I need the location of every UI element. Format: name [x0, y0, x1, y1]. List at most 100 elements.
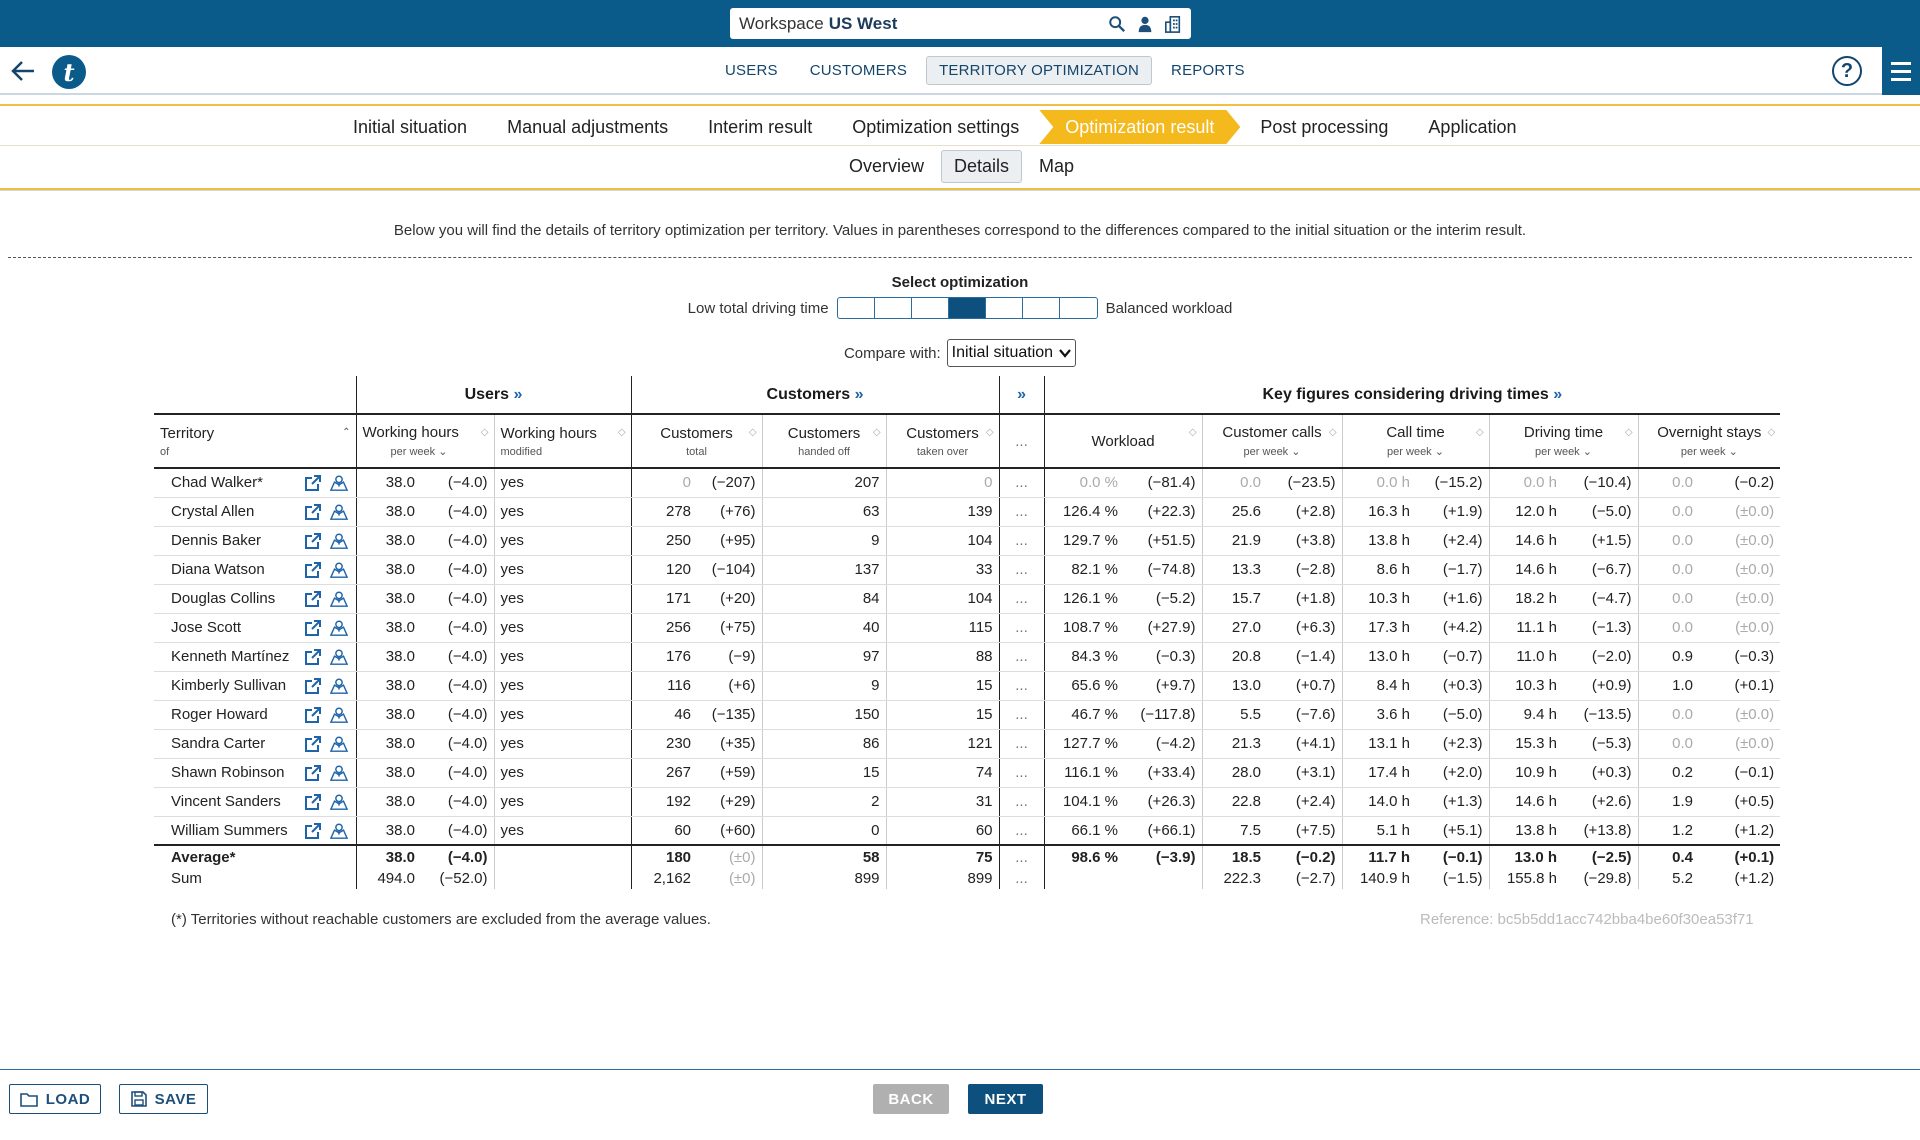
col-customers-taken-over[interactable]: Customers taken over ◇ [885, 414, 1000, 469]
step-interim-result[interactable]: Interim result [708, 117, 813, 137]
subtab-map[interactable]: Map [1039, 156, 1075, 176]
external-link-icon[interactable] [304, 822, 322, 840]
sort-icon[interactable]: ◇ [1188, 427, 1197, 438]
next-button[interactable]: NEXT [968, 1084, 1043, 1114]
sort-icon[interactable]: ◇ [1624, 427, 1633, 438]
map-icon[interactable] [329, 677, 348, 695]
col-territory[interactable]: Territory of ⌃ [154, 414, 356, 469]
slider-segment[interactable] [948, 298, 986, 318]
external-link-icon[interactable] [304, 793, 322, 811]
expand-chevron-icon[interactable]: » [1553, 385, 1563, 403]
nav-tab-users[interactable]: USERS [725, 62, 778, 79]
external-link-icon[interactable] [304, 648, 322, 666]
cell-ch: 63 [761, 497, 887, 527]
expand-chevron-icon[interactable]: » [854, 385, 864, 403]
step-post-processing[interactable]: Post processing [1260, 117, 1389, 137]
expand-chevron-icon[interactable]: » [513, 385, 523, 403]
nav-tab-customers[interactable]: CUSTOMERS [809, 62, 908, 79]
app-logo[interactable]: t [52, 55, 86, 89]
step-optimization-settings[interactable]: Optimization settings [852, 117, 1020, 137]
table-row: Kimberly Sullivan 38.0 (−4.0) yes 116 (+6) 9 15… [154, 671, 1781, 701]
optimization-slider[interactable] [836, 297, 1098, 319]
slider-segment[interactable] [986, 298, 1023, 318]
col-driving-time[interactable]: Driving time per week ⌄ ◇ [1488, 414, 1639, 469]
step-initial-situation[interactable]: Initial situation [353, 117, 468, 137]
save-button[interactable]: SAVE [119, 1084, 208, 1114]
col-customers-total[interactable]: Customers total ◇ [630, 414, 763, 469]
subtab-overview[interactable]: Overview [849, 156, 925, 176]
cell-cl: 16.3 h [1341, 497, 1417, 527]
back-arrow-icon[interactable] [10, 59, 36, 83]
external-link-icon[interactable] [304, 590, 322, 608]
group-users[interactable]: Users » [355, 376, 632, 415]
sort-icon[interactable]: ◇ [1328, 427, 1337, 438]
map-icon[interactable] [329, 706, 348, 724]
group-expand[interactable]: » [998, 376, 1045, 415]
map-icon[interactable] [329, 822, 348, 840]
col-customer-calls[interactable]: Customer calls per week ⌄ ◇ [1201, 414, 1343, 469]
step-manual-adjustments[interactable]: Manual adjustments [507, 117, 669, 137]
col-workload[interactable]: Workload ◇ [1043, 414, 1203, 469]
step-application[interactable]: Application [1428, 117, 1517, 137]
cell-co: 104 [885, 526, 1000, 556]
user-icon[interactable] [1136, 15, 1154, 33]
sort-icon[interactable]: ◇ [1767, 427, 1776, 438]
workspace-selector[interactable]: Workspace US West [730, 8, 1191, 39]
cell-dr: 10.9 h [1488, 758, 1564, 788]
col-overnight-stays[interactable]: Overnight stays per week ⌄ ◇ [1637, 414, 1781, 469]
sum-label: Sum [171, 869, 202, 887]
col-working-hours[interactable]: Working hours per week ⌄ ◇ [355, 414, 494, 469]
external-link-icon[interactable] [304, 503, 322, 521]
map-icon[interactable] [329, 503, 348, 521]
subtab-details[interactable]: Details [941, 150, 1023, 183]
map-icon[interactable] [329, 561, 348, 579]
cell-wl: 84.3 % [1043, 642, 1125, 672]
sort-icon[interactable]: ◇ [748, 427, 757, 438]
group-key-figures[interactable]: Key figures considering driving times » [1043, 376, 1781, 415]
group-customers[interactable]: Customers » [630, 376, 1000, 415]
nav-tab-territory-optimization[interactable]: TERRITORY OPTIMIZATION [926, 56, 1153, 85]
slider-segment[interactable] [1023, 298, 1060, 318]
external-link-icon[interactable] [304, 735, 322, 753]
sort-icon[interactable]: ◇ [480, 427, 489, 438]
external-link-icon[interactable] [304, 532, 322, 550]
back-button[interactable]: BACK [873, 1084, 949, 1114]
external-link-icon[interactable] [304, 677, 322, 695]
expand-chevron-icon[interactable]: » [1017, 385, 1026, 403]
map-icon[interactable] [329, 532, 348, 550]
map-icon[interactable] [329, 619, 348, 637]
sort-icon[interactable]: ◇ [617, 427, 626, 438]
sort-icon[interactable]: ◇ [872, 427, 881, 438]
slider-segment[interactable] [912, 298, 949, 318]
map-icon[interactable] [329, 793, 348, 811]
map-icon[interactable] [329, 474, 348, 492]
external-link-icon[interactable] [304, 706, 322, 724]
nav-tab-reports[interactable]: REPORTS [1171, 62, 1245, 79]
sort-icon[interactable]: ◇ [1475, 427, 1484, 438]
col-call-time[interactable]: Call time per week ⌄ ◇ [1341, 414, 1490, 469]
search-icon[interactable] [1108, 15, 1126, 33]
hamburger-menu-icon[interactable] [1882, 47, 1920, 95]
col-customers-handed-off[interactable]: Customers handed off ◇ [761, 414, 887, 469]
slider-segment[interactable] [875, 298, 912, 318]
map-icon[interactable] [329, 648, 348, 666]
col-working-hours-modified[interactable]: Working hours modified ◇ [493, 414, 632, 469]
slider-segment[interactable] [838, 298, 875, 318]
help-icon[interactable]: ? [1832, 56, 1862, 86]
external-link-icon[interactable] [304, 619, 322, 637]
load-button[interactable]: LOAD [9, 1084, 101, 1114]
map-icon[interactable] [329, 590, 348, 608]
main-nav: t USERS CUSTOMERS TERRITORY OPTIMIZATION RE… [0, 47, 1920, 95]
building-icon[interactable] [1164, 15, 1182, 33]
sort-icon[interactable]: ◇ [985, 427, 994, 438]
external-link-icon[interactable] [304, 764, 322, 782]
external-link-icon[interactable] [304, 561, 322, 579]
cell-ct: 60 [630, 816, 698, 846]
slider-segment[interactable] [1060, 298, 1097, 318]
step-optimization-result[interactable]: Optimization result [1039, 110, 1240, 144]
external-link-icon[interactable] [304, 474, 322, 492]
sort-icon[interactable]: ⌃ [342, 427, 351, 438]
compare-select[interactable]: Initial situation [946, 339, 1077, 367]
map-icon[interactable] [329, 764, 348, 782]
map-icon[interactable] [329, 735, 348, 753]
